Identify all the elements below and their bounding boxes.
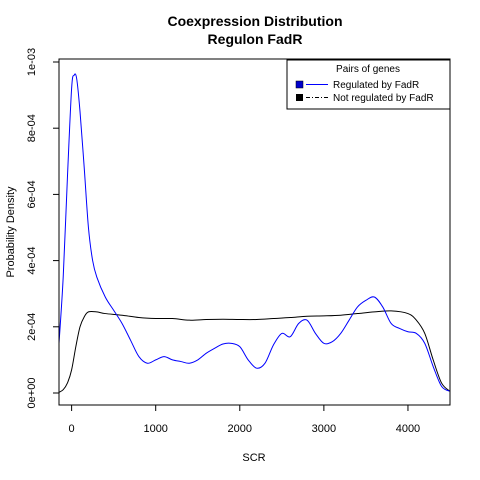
x-tick-label: 3000 bbox=[312, 423, 336, 435]
legend-entry-regulated: Regulated by FadR bbox=[333, 80, 419, 91]
y-tick-label: 4e-04 bbox=[26, 247, 38, 275]
x-tick-label: 4000 bbox=[396, 423, 420, 435]
y-axis-label: Probability Density bbox=[5, 186, 17, 278]
legend-entry-not-regulated: Not regulated by FadR bbox=[333, 93, 434, 104]
x-tick-label: 0 bbox=[69, 423, 75, 435]
x-axis: 0 1000 2000 3000 4000 bbox=[69, 405, 420, 435]
plot-frame bbox=[58, 58, 451, 406]
y-tick-label: 2e-04 bbox=[26, 313, 38, 341]
y-tick-label: 1e-03 bbox=[26, 48, 38, 76]
legend: Pairs of genes Regulated by FadR Not reg… bbox=[286, 59, 451, 110]
y-axis: 0e+00 2e-04 4e-04 6e-04 8e-04 1e-03 bbox=[26, 48, 59, 409]
legend-swatch-not-regulated bbox=[296, 94, 303, 101]
series-line-regulated bbox=[59, 73, 450, 392]
legend-title: Pairs of genes bbox=[336, 64, 400, 75]
legend-swatch-regulated bbox=[295, 80, 304, 89]
x-tick-label: 1000 bbox=[143, 423, 167, 435]
y-tick-label: 0e+00 bbox=[26, 378, 38, 409]
series-line-not-regulated bbox=[59, 310, 450, 393]
chart-subtitle: Regulon FadR bbox=[208, 31, 303, 47]
x-tick-label: 2000 bbox=[228, 423, 252, 435]
y-tick-label: 6e-04 bbox=[26, 180, 38, 208]
x-axis-label: SCR bbox=[242, 452, 265, 464]
y-tick-label: 8e-04 bbox=[26, 114, 38, 142]
chart-title: Coexpression Distribution bbox=[167, 13, 342, 29]
